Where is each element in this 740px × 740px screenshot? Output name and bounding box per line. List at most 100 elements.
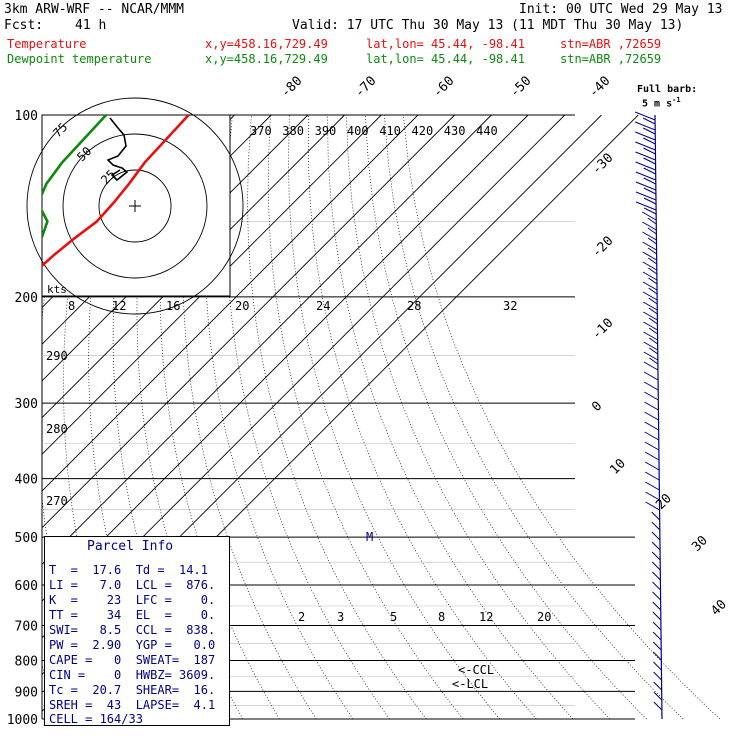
wind-barb [642,241,657,251]
dry-adiabat [402,114,721,720]
pressure-label-200: 200 [15,291,38,306]
wind-barb [645,491,660,501]
dry-adiabat [287,114,500,720]
fcst-label: Fcst: [4,18,44,33]
wind-barb [651,521,661,531]
wind-barb [652,651,662,661]
parcel-row: PW = 2.90 YGP = 0.0 [49,638,216,652]
model-title: 3km ARW-WRF -- NCAR/MMM [4,2,185,17]
isotherm-label: 40 [708,597,730,619]
wind-barb [643,177,656,185]
wind-barb [653,661,662,671]
pressure-label-400: 400 [15,473,38,488]
barb-legend-exp: -1 [672,96,681,104]
wind-barb [643,381,659,391]
wind-barb [652,621,662,631]
wind-barb [643,341,658,351]
isotherm [42,114,456,529]
wind-barb [642,271,658,281]
wind-barb [643,351,659,361]
isotherm-label: 30 [689,533,711,555]
wind-barb [643,197,657,205]
mixing-ratio-label: 8 [438,610,445,624]
lcl-label: <-LCL [452,677,488,691]
isotherm [42,114,382,455]
wind-barb [635,141,656,151]
wind-barb [634,111,656,121]
parcel-row: T = 17.6 Td = 14.1 [49,563,208,577]
dewpoint-xy: x,y=458.16,729.49 [205,52,328,66]
wind-barb [642,261,658,271]
isotherm-label: -30 [589,151,616,178]
pressure-label-700: 700 [15,619,38,634]
wind-barb [649,347,659,355]
wind-barbs [634,111,663,720]
hodograph-kts-label: kts [47,283,67,296]
wind-barb [635,161,656,171]
theta-left-label: 280 [46,422,68,436]
dewpoint-stn: stn=ABR ,72659 [560,52,662,66]
wind-barb [644,441,660,451]
wind-barb [652,631,662,641]
wind-barb [653,681,663,691]
isotherm-label: 10 [607,456,629,478]
wind-barb [642,127,656,135]
theta-label: 430 [444,124,466,138]
wind-barb [652,591,661,601]
wind-barb [642,117,656,125]
barb-legend-line2: 5 m s-1 [642,95,681,109]
isotherm [42,114,419,492]
wind-barb [642,281,658,291]
theta-label: 410 [379,124,401,138]
profile-lines [42,115,190,268]
dewpoint-latlon: lat,lon= 45.44, -98.41 [366,52,525,66]
isotherm-label: -20 [589,234,616,261]
hodograph-speed-label: 8 [68,299,75,313]
hodograph-speed-label: 12 [112,299,126,313]
dry-adiabat [346,114,611,720]
wind-barb [643,321,658,331]
wind-barb [644,421,659,431]
wind-barb [643,157,656,165]
wind-barb [653,701,663,711]
wind-barb [644,401,659,411]
hodograph-ring [62,133,208,279]
temperature-stn: stn=ABR ,72659 [560,37,662,51]
wind-barb [643,167,656,175]
hodograph-speed-label: 28 [407,299,421,313]
pressure-label-600: 600 [15,579,38,594]
temperature-legend: Temperature [7,37,87,51]
theta-left-label: 290 [46,349,68,363]
isotherm-label: -10 [589,316,616,343]
wind-barb [644,391,659,401]
wind-barb [635,151,656,161]
hodograph-ring [98,169,172,243]
theta-label: 390 [315,124,337,138]
theta-left-label: 270 [46,494,68,508]
wind-barb [649,357,659,365]
wind-barb [644,471,660,481]
isotherm-label: -60 [430,74,457,101]
wind-barb [635,201,657,211]
dewpoint-line [42,115,108,240]
wind-barb [648,307,658,315]
wind-barb [643,301,658,311]
dry-adiabat [383,114,684,720]
wind-barb [643,137,656,145]
wind-barb [652,581,661,591]
wind-barb [651,531,661,541]
temperature-line [42,115,190,268]
ccl-label: <-CCL [458,663,494,677]
theta-label: 370 [250,124,272,138]
pressure-label-300: 300 [15,397,38,412]
isotherm-label: -70 [352,74,379,101]
wind-barb [652,611,662,621]
barb-legend-line1: Full barb: [637,84,698,95]
wind-barb [652,641,662,651]
wind-barb [642,251,657,261]
hodograph-speed-label: 20 [235,299,249,313]
pressure-label-500: 500 [15,531,38,546]
barb-legend-units: 5 m s [642,98,673,110]
